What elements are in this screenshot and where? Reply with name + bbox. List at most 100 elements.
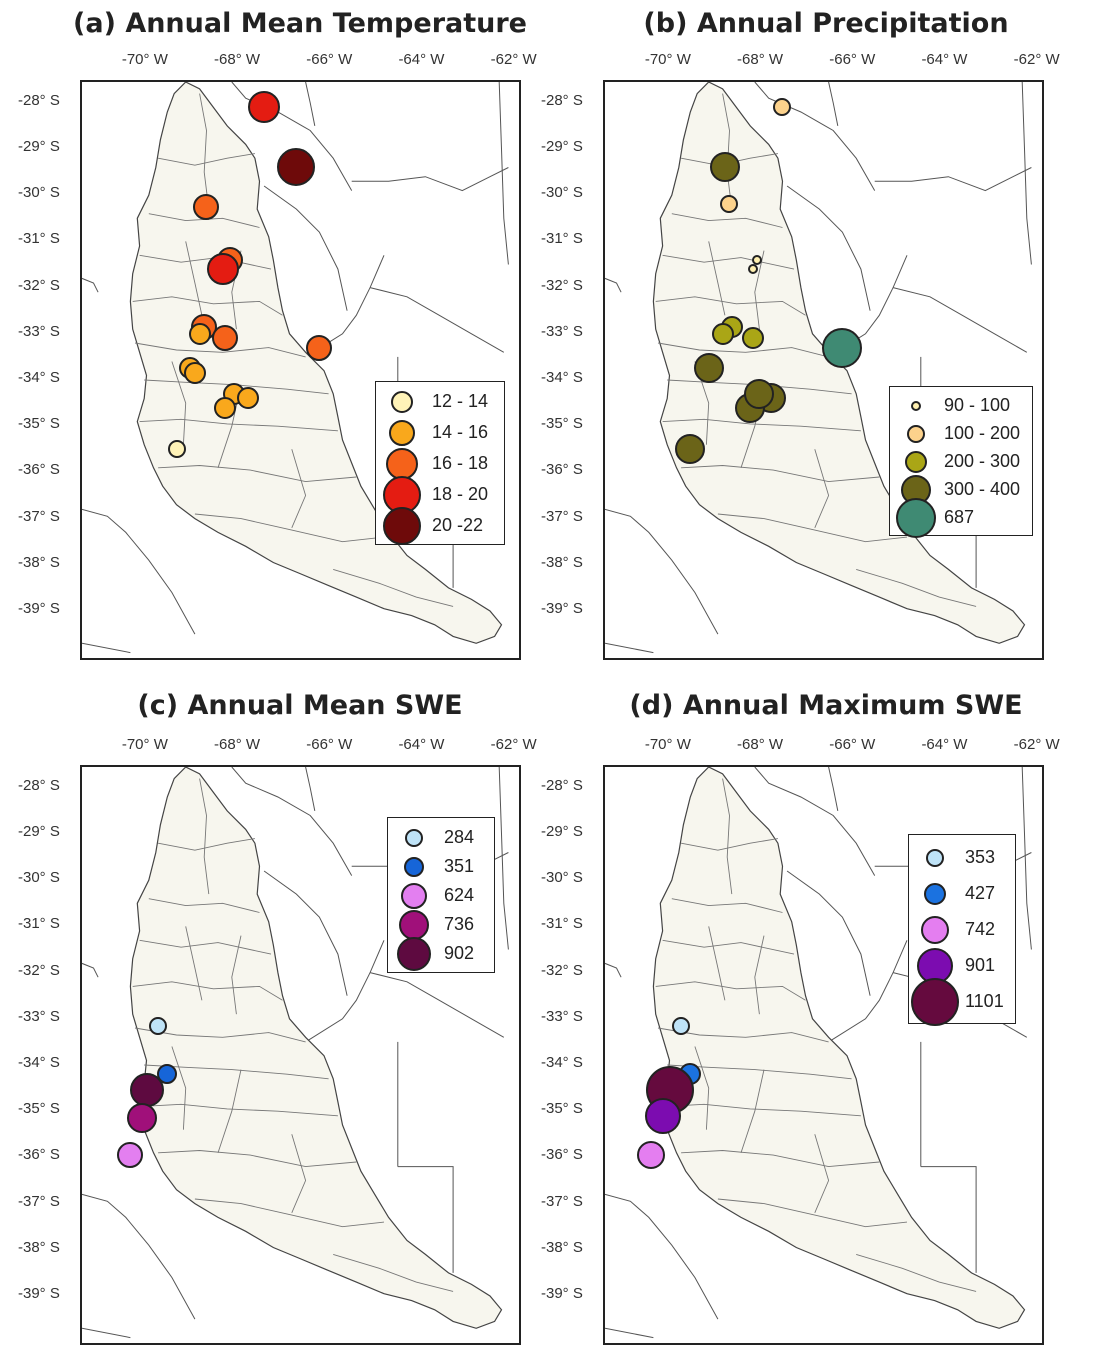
y-tick-label: -31° S (18, 230, 60, 248)
region-outline (652, 767, 1026, 1329)
station-marker (129, 1073, 164, 1108)
y-tick-label: -32° S (541, 276, 583, 294)
legend-label: 1101 (965, 991, 1004, 1011)
province-boundary (754, 767, 876, 876)
province-boundary (498, 82, 509, 265)
legend-label: 624 (444, 884, 475, 905)
legend: 353 427 742 901 1101 (908, 834, 1016, 1026)
basin-divide (671, 898, 783, 913)
x-tick-label: -70° W (121, 736, 168, 753)
legend-item: 16 - 18 (376, 448, 504, 480)
province-boundary (920, 1166, 977, 1273)
y-tick-label: -32° S (18, 276, 60, 294)
basin-divide (856, 568, 977, 607)
province-boundary (263, 185, 348, 311)
x-tick-label: -62° W (1013, 736, 1060, 753)
y-tick-label: -33° S (18, 322, 60, 340)
station-marker (248, 91, 281, 124)
y-tick-label: -37° S (541, 1192, 583, 1210)
station-marker (167, 440, 186, 459)
x-tick-label: -64° W (398, 51, 445, 68)
legend-item: 901 (909, 948, 1015, 984)
x-tick-label: -66° W (829, 736, 876, 753)
y-tick-label: -31° S (18, 915, 60, 933)
map-frame (603, 80, 1044, 660)
province-boundary (231, 82, 353, 191)
legend-swatch (401, 882, 427, 909)
y-tick-label: -36° S (18, 461, 60, 479)
basin-divide (814, 449, 830, 528)
basin-divide (171, 1046, 187, 1130)
province-boundary (892, 287, 1028, 353)
province-boundary (397, 1166, 454, 1273)
province-boundary (786, 870, 871, 996)
y-tick-label: -29° S (541, 137, 583, 155)
basin-divide (139, 1103, 338, 1117)
legend-label: 351 (444, 855, 475, 876)
station-marker (744, 378, 775, 409)
y-tick-label: -39° S (18, 599, 60, 617)
basin-divide (681, 465, 880, 483)
basin-divide (655, 981, 806, 1001)
station-marker (206, 253, 239, 286)
panel-title: (b) Annual Precipitation (643, 8, 1009, 39)
y-tick-label: -31° S (541, 915, 583, 933)
station-marker (236, 387, 259, 410)
x-tick-label: -68° W (214, 736, 261, 753)
station-marker (675, 434, 706, 465)
basin-divide (662, 254, 795, 270)
basin-divide (681, 838, 778, 851)
legend-item: 100 - 200 (890, 420, 1032, 448)
y-tick-label: -33° S (541, 1007, 583, 1025)
legend-swatch (405, 828, 423, 847)
basin-divide (662, 1103, 861, 1117)
province-boundary (605, 1193, 719, 1320)
y-tick-label: -34° S (18, 1053, 60, 1071)
legend-item: 624 (388, 881, 494, 910)
province-boundary (231, 767, 353, 876)
basin-divide (291, 449, 307, 528)
basin-divide (856, 1253, 977, 1292)
legend-label: 200 - 300 (944, 451, 1021, 471)
legend-swatch (905, 451, 927, 473)
legend-label: 736 (444, 914, 475, 935)
legend-label: 742 (965, 919, 996, 939)
legend-item: 14 - 16 (376, 418, 504, 449)
basin-divide (814, 1134, 830, 1213)
legend-item: 18 - 20 (376, 475, 504, 514)
basin-divide (158, 838, 255, 851)
basin-divide (132, 296, 283, 316)
x-tick-label: -62° W (490, 51, 537, 68)
province-boundary (82, 508, 196, 635)
station-marker (741, 327, 764, 350)
y-tick-label: -39° S (541, 1284, 583, 1302)
station-marker (747, 264, 758, 275)
basin-divide (194, 1198, 385, 1228)
legend-item: 687 (890, 498, 1032, 538)
region-outline (129, 82, 503, 644)
legend: 284 351 624 736 902 (387, 817, 495, 973)
basemap (82, 767, 509, 1339)
legend-label: 427 (965, 883, 996, 903)
y-tick-label: -33° S (541, 322, 583, 340)
x-tick-label: -70° W (644, 51, 691, 68)
basin-divide (717, 513, 908, 543)
province-boundary (369, 287, 505, 353)
legend-swatch (399, 910, 429, 941)
x-tick-label: -68° W (737, 736, 784, 753)
station-marker (711, 322, 734, 345)
y-tick-label: -36° S (541, 461, 583, 479)
legend-label: 902 (444, 943, 475, 964)
province-boundary (754, 82, 876, 191)
province-boundary (82, 277, 99, 293)
x-tick-label: -64° W (398, 736, 445, 753)
province-boundary (605, 962, 622, 978)
basin-divide (708, 241, 726, 316)
x-tick-label: -64° W (921, 736, 968, 753)
province-boundary (828, 767, 839, 811)
province-boundary (828, 82, 839, 126)
x-tick-label: -70° W (121, 51, 168, 68)
legend-item: 353 (909, 840, 1015, 876)
basin-divide (754, 250, 765, 330)
y-tick-label: -28° S (541, 776, 583, 794)
